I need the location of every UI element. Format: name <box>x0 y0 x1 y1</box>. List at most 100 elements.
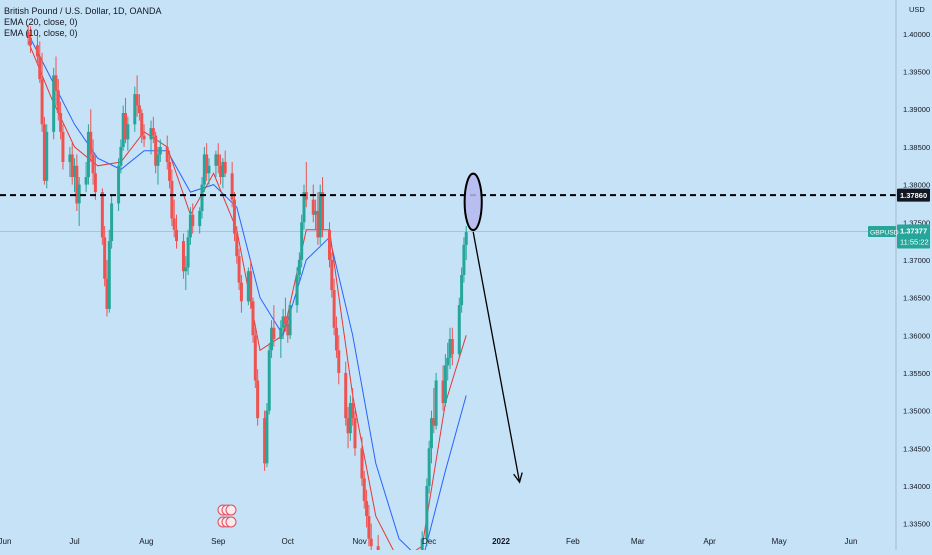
candle <box>346 406 350 449</box>
candle-body <box>464 232 468 245</box>
candle <box>140 109 144 144</box>
candle-body <box>207 165 211 174</box>
candle-body <box>107 241 111 309</box>
candle-body <box>137 105 141 114</box>
candle <box>107 229 111 313</box>
candle-body <box>188 214 192 238</box>
candle <box>434 372 438 430</box>
candle-body <box>158 146 162 155</box>
candle <box>61 124 65 170</box>
candle <box>353 410 357 456</box>
event-marker-icon <box>217 516 237 528</box>
price-tick-label: 1.40000 <box>903 30 930 39</box>
candle <box>142 124 146 147</box>
candle-body <box>286 323 290 336</box>
drawing-layer <box>217 172 523 528</box>
ema-10-label[interactable]: EMA (10, close, 0) <box>4 28 78 38</box>
candle-body <box>205 154 209 174</box>
candle-body <box>334 327 338 351</box>
candle <box>28 26 32 53</box>
candle <box>367 504 371 547</box>
candle-body <box>200 184 204 211</box>
candle-body <box>219 165 223 178</box>
candle <box>348 395 352 441</box>
candle <box>304 161 308 208</box>
candle-body <box>432 418 436 426</box>
symbol-badge-text: GBPUSD <box>870 230 899 237</box>
candle-body <box>270 327 274 351</box>
time-axis[interactable]: Jun Jul Aug Sep Oct Nov Dec 2022 Feb Mar Apr May Jun <box>0 537 857 546</box>
candle <box>232 192 236 242</box>
candle <box>429 410 433 464</box>
candle <box>316 192 320 245</box>
candle <box>52 67 56 140</box>
candle-body <box>300 222 304 260</box>
candle <box>256 369 260 426</box>
candle-body <box>332 290 336 328</box>
candle-body <box>149 128 153 140</box>
candle-body <box>216 154 220 166</box>
candle-body <box>353 418 357 449</box>
candle <box>191 203 195 234</box>
candle-body <box>443 365 447 404</box>
candle-body <box>348 403 352 434</box>
candle-body <box>89 131 93 155</box>
candle <box>297 252 301 283</box>
symbol-title[interactable]: British Pound / U.S. Dollar, 1D, OANDA <box>4 6 162 16</box>
ema-20-label[interactable]: EMA (20, close, 0) <box>4 17 78 27</box>
candle <box>54 56 58 106</box>
candle-body <box>351 403 355 419</box>
candle <box>216 143 220 174</box>
level-price-badge: 1.37860 <box>897 188 930 202</box>
candle <box>221 158 225 189</box>
price-tick-label: 1.38500 <box>903 143 930 152</box>
price-tick-label: 1.35000 <box>903 407 930 416</box>
candle <box>362 470 366 509</box>
candle-body <box>68 154 72 162</box>
candle-body <box>448 339 452 358</box>
price-tick-label: 1.35500 <box>903 369 930 378</box>
chart-legend: British Pound / U.S. Dollar, 1D, OANDA E… <box>4 6 162 39</box>
candle-body <box>126 124 130 140</box>
candle <box>253 327 257 389</box>
candle-body <box>302 192 306 223</box>
candle <box>376 534 380 555</box>
candle-body <box>267 350 271 411</box>
candle <box>443 354 447 407</box>
time-tick-label: Mar <box>631 537 645 546</box>
candle-body <box>154 135 158 166</box>
candle <box>172 199 176 238</box>
candle <box>237 248 241 291</box>
candle-body <box>28 37 32 46</box>
candle <box>110 195 114 249</box>
candle-body <box>54 75 58 91</box>
candle <box>119 139 123 174</box>
candle <box>70 143 74 185</box>
candle-body <box>263 418 267 464</box>
candle-body <box>86 131 90 178</box>
candle <box>200 177 204 219</box>
candle-body <box>288 305 292 336</box>
candle-body <box>295 275 299 306</box>
price-axis[interactable]: USD1.400001.395001.390001.385001.380001.… <box>895 0 930 550</box>
candles-layer <box>26 24 468 555</box>
candle <box>59 101 63 140</box>
candle <box>334 316 338 358</box>
event-marker-dot <box>225 504 237 516</box>
symbol-badge-bg <box>868 226 896 238</box>
candle-body <box>376 546 380 555</box>
event-marker-dot <box>225 516 237 528</box>
candle-body <box>59 113 63 132</box>
candle-body <box>184 267 188 272</box>
candle <box>117 158 121 211</box>
candle-body <box>460 275 464 306</box>
candle-body <box>186 237 190 268</box>
candle-body <box>35 45 39 57</box>
last-price-badge-bg <box>897 224 930 249</box>
candle <box>198 207 202 234</box>
candle <box>450 327 454 366</box>
candle-body <box>232 199 236 234</box>
candle <box>279 320 283 358</box>
